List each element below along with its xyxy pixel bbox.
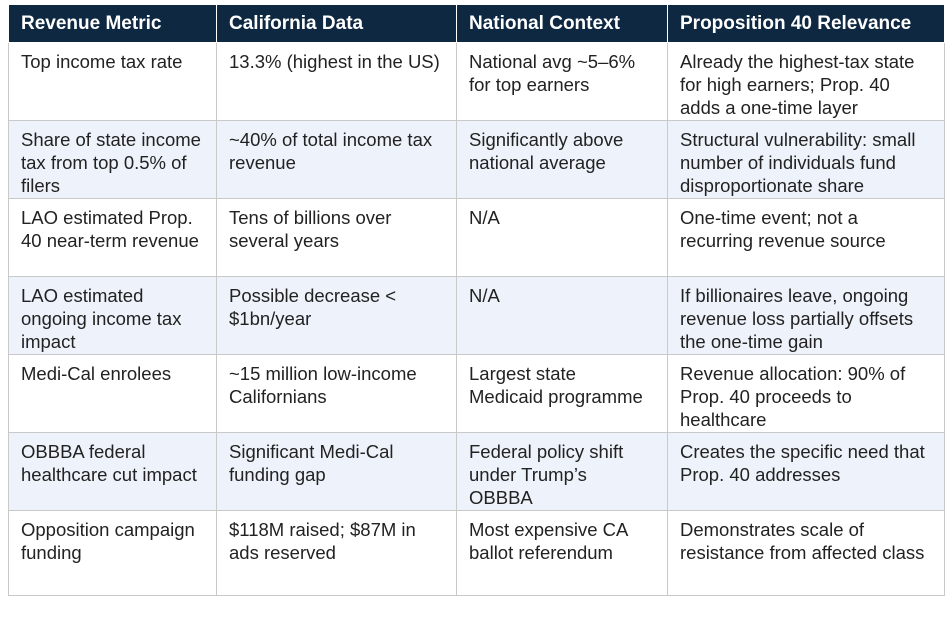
table-cell: Already the highest-tax state for high e… <box>667 42 945 121</box>
table-cell: ~15 million low-income Californians <box>216 354 457 433</box>
table-cell: OBBBA federal healthcare cut impact <box>8 432 217 511</box>
table-cell: Structural vulnerability: small number o… <box>667 120 945 199</box>
table-cell: Most expensive CA ballot referendum <box>456 510 668 596</box>
table-cell: $118M raised; $87M in ads reserved <box>216 510 457 596</box>
header-revenue-metric: Revenue Metric <box>8 4 217 43</box>
table-cell: Share of state income tax from top 0.5% … <box>8 120 217 199</box>
header-national-context: National Context <box>456 4 668 43</box>
table-cell: N/A <box>456 198 668 277</box>
table-row: LAO estimated Prop. 40 near-term revenue… <box>8 198 945 277</box>
revenue-metrics-table: Revenue Metric California Data National … <box>8 4 945 596</box>
table-cell: Tens of billions over several years <box>216 198 457 277</box>
table-cell: National avg ~5–6% for top earners <box>456 42 668 121</box>
table-cell: Creates the specific need that Prop. 40 … <box>667 432 945 511</box>
table-cell: Top income tax rate <box>8 42 217 121</box>
table-cell: Demonstrates scale of resistance from af… <box>667 510 945 596</box>
table-cell: Federal policy shift under Trump’s OBBBA <box>456 432 668 511</box>
table-cell: If billionaires leave, ongoing revenue l… <box>667 276 945 355</box>
table-cell: ~40% of total income tax revenue <box>216 120 457 199</box>
table-row: Share of state income tax from top 0.5% … <box>8 120 945 199</box>
table-row: Medi-Cal enrolees ~15 million low-income… <box>8 354 945 433</box>
table-header-row: Revenue Metric California Data National … <box>8 4 945 43</box>
table-cell: Opposition campaign funding <box>8 510 217 596</box>
table-row: LAO estimated ongoing income tax impact … <box>8 276 945 355</box>
table-cell: LAO estimated Prop. 40 near-term revenue <box>8 198 217 277</box>
table-row: Top income tax rate 13.3% (highest in th… <box>8 42 945 121</box>
table-cell: Significantly above national average <box>456 120 668 199</box>
header-california-data: California Data <box>216 4 457 43</box>
table-cell: Significant Medi-Cal funding gap <box>216 432 457 511</box>
table-cell: One-time event; not a recurring revenue … <box>667 198 945 277</box>
header-proposition-40-relevance: Proposition 40 Relevance <box>667 4 945 43</box>
table-cell: Medi-Cal enrolees <box>8 354 217 433</box>
table-cell: Largest state Medicaid programme <box>456 354 668 433</box>
table-row: OBBBA federal healthcare cut impact Sign… <box>8 432 945 511</box>
table-cell: 13.3% (highest in the US) <box>216 42 457 121</box>
table-cell: Revenue allocation: 90% of Prop. 40 proc… <box>667 354 945 433</box>
table-cell: LAO estimated ongoing income tax impact <box>8 276 217 355</box>
table-cell: N/A <box>456 276 668 355</box>
table-row: Opposition campaign funding $118M raised… <box>8 510 945 596</box>
table-cell: Possible decrease < $1bn/year <box>216 276 457 355</box>
revenue-table-container: Revenue Metric California Data National … <box>8 4 945 596</box>
